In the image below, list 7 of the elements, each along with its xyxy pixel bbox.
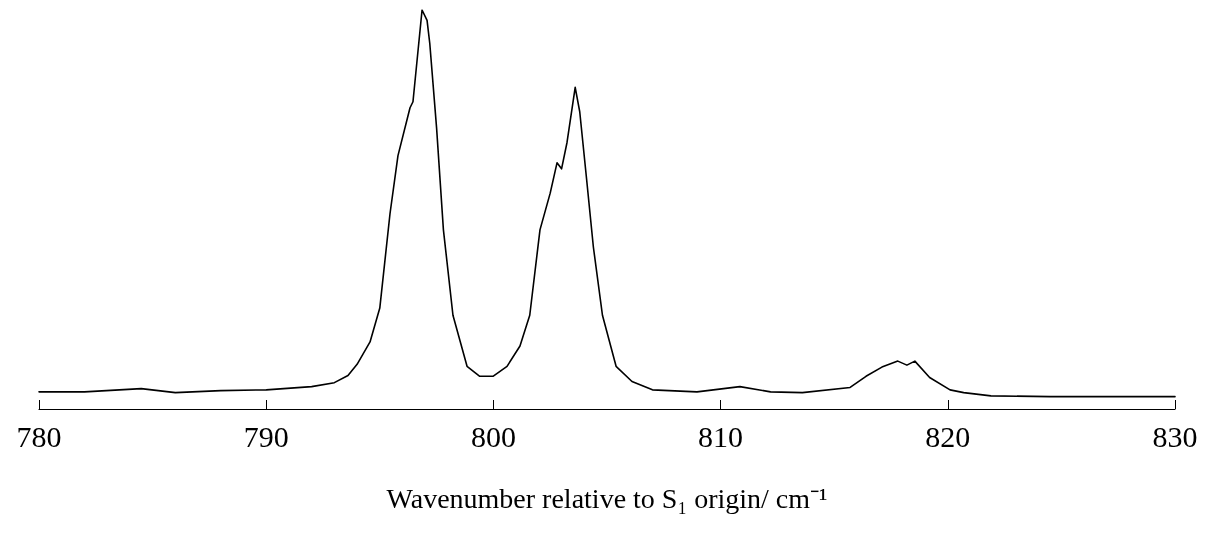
x-tick-label: 830 <box>1152 419 1198 453</box>
x-tick-label: 820 <box>925 419 971 453</box>
x-tick-label: 810 <box>698 419 744 453</box>
x-tick-label: 790 <box>243 419 289 453</box>
x-axis-title: Wavenumber relative to S₁ origin/ cm⁻¹ <box>386 482 828 514</box>
x-tick-label: 780 <box>16 419 62 453</box>
x-tick-label: 800 <box>470 419 516 453</box>
